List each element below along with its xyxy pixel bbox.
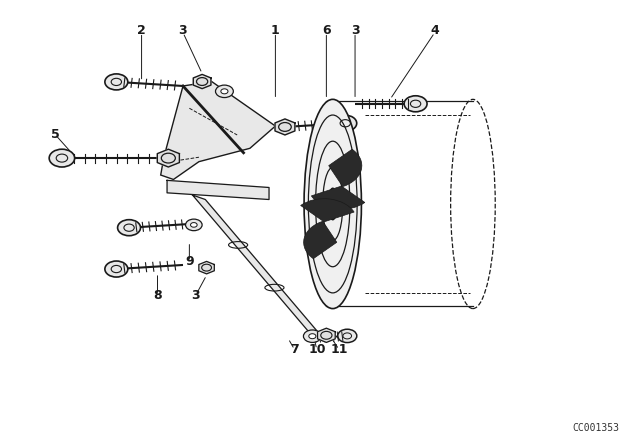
Circle shape (105, 261, 128, 277)
Polygon shape (167, 181, 269, 199)
Text: 9: 9 (185, 255, 194, 268)
Circle shape (338, 329, 357, 343)
Text: 3: 3 (191, 289, 200, 302)
Wedge shape (303, 221, 337, 258)
Circle shape (118, 220, 141, 236)
Text: 3: 3 (351, 24, 359, 37)
Circle shape (49, 149, 75, 167)
Text: CC001353: CC001353 (573, 423, 620, 433)
Text: 3: 3 (179, 24, 188, 37)
Polygon shape (199, 261, 214, 274)
Polygon shape (275, 119, 295, 135)
Polygon shape (317, 328, 335, 342)
Text: 7: 7 (290, 343, 299, 356)
Circle shape (334, 115, 356, 131)
Text: 10: 10 (308, 343, 326, 356)
Wedge shape (312, 186, 365, 209)
Circle shape (216, 85, 234, 98)
Polygon shape (193, 195, 326, 342)
Text: 1: 1 (271, 24, 280, 37)
Polygon shape (193, 74, 211, 89)
Circle shape (186, 219, 202, 231)
Text: 5: 5 (51, 129, 60, 142)
Text: 8: 8 (153, 289, 162, 302)
Text: 6: 6 (322, 24, 331, 37)
Circle shape (404, 96, 427, 112)
Circle shape (221, 89, 228, 94)
Polygon shape (161, 82, 275, 180)
Text: 2: 2 (137, 24, 146, 37)
Wedge shape (329, 149, 362, 187)
Wedge shape (301, 199, 354, 222)
Circle shape (191, 223, 197, 227)
Text: 11: 11 (330, 343, 348, 356)
Polygon shape (157, 149, 179, 167)
Circle shape (303, 330, 321, 342)
Ellipse shape (304, 99, 362, 309)
Circle shape (105, 74, 128, 90)
Text: 4: 4 (430, 24, 439, 37)
Circle shape (308, 334, 316, 339)
